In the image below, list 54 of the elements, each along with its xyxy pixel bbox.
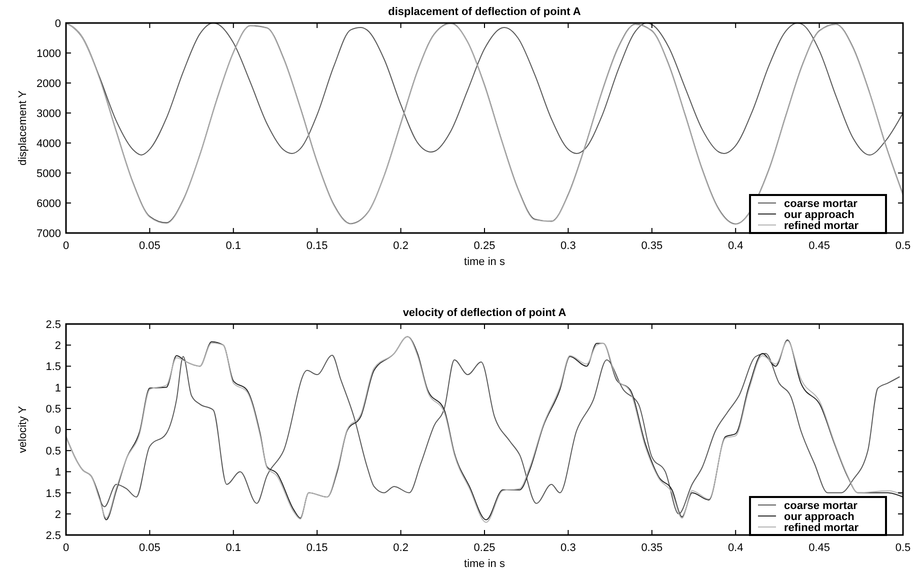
- legend-label: our approach: [784, 511, 855, 523]
- y-tick-label: 2: [54, 340, 61, 352]
- legend-label: coarse mortar: [784, 500, 858, 512]
- y-tick-label: 1000: [36, 48, 61, 60]
- x-tick-label: 0.25: [474, 542, 496, 554]
- legend-label: refined mortar: [784, 522, 860, 534]
- line-series: [66, 22, 904, 156]
- y-tick-label: 1: [54, 466, 61, 479]
- legend-label: coarse mortar: [784, 198, 858, 210]
- y-tick-label: 3000: [36, 108, 61, 120]
- y-tick-label: 6000: [36, 198, 61, 210]
- y-tick-label: 5000: [36, 168, 61, 180]
- y-tick-label: 2000: [36, 78, 61, 90]
- x-tick-label: 0.35: [641, 240, 663, 252]
- x-tick-label: 0.1: [226, 240, 242, 252]
- y-tick-label: 1.5: [46, 361, 61, 374]
- legend-label: refined mortar: [784, 220, 860, 232]
- y-tick-label: 0.5: [46, 446, 61, 458]
- x-tick-label: 0.15: [306, 542, 328, 554]
- y-tick-label: 2.5: [46, 319, 61, 331]
- x-tick-label: 0: [62, 542, 70, 554]
- y-tick-label: 1.5: [46, 488, 61, 500]
- x-axis-title: time in s: [464, 256, 506, 268]
- y-tick-label: 1: [54, 382, 61, 394]
- x-tick-label: 0.15: [306, 240, 328, 252]
- x-tick-label: 0.4: [728, 240, 744, 252]
- x-tick-label: 0.05: [138, 542, 160, 554]
- x-tick-label: 0.35: [641, 542, 663, 554]
- x-tick-label: 0.05: [138, 240, 160, 252]
- y-tick-label: 2.5: [46, 530, 61, 542]
- x-tick-label: 0.5: [895, 240, 911, 252]
- y-axis-title: displacement Y: [17, 90, 29, 166]
- chart-title: velocity of deflection of point A: [402, 307, 566, 319]
- y-tick-label: 2: [54, 508, 61, 521]
- x-tick-label: 0.45: [808, 542, 830, 554]
- y-tick-label: 4000: [36, 138, 61, 150]
- x-tick-label: 0: [62, 240, 70, 252]
- x-tick-label: 0.1: [226, 542, 242, 554]
- y-tick-label: 0.5: [46, 403, 61, 416]
- y-axis-title: velocity Y: [17, 405, 29, 453]
- legend-label: our approach: [784, 209, 855, 221]
- y-tick-label: 0: [54, 424, 61, 436]
- x-tick-label: 0.3: [560, 542, 576, 554]
- y-tick-label: 0: [54, 18, 61, 30]
- x-tick-label: 0.2: [393, 240, 408, 252]
- chart-title: displacement of deflection of point A: [388, 6, 581, 18]
- y-tick-label: 7000: [36, 228, 61, 240]
- x-tick-label: 0.5: [895, 542, 911, 554]
- x-axis-title: time in s: [464, 558, 506, 570]
- x-tick-label: 0.3: [560, 240, 576, 252]
- x-tick-label: 0.4: [728, 542, 744, 554]
- x-tick-label: 0.45: [808, 240, 830, 252]
- x-tick-label: 0.25: [474, 240, 496, 252]
- x-tick-label: 0.2: [393, 542, 408, 554]
